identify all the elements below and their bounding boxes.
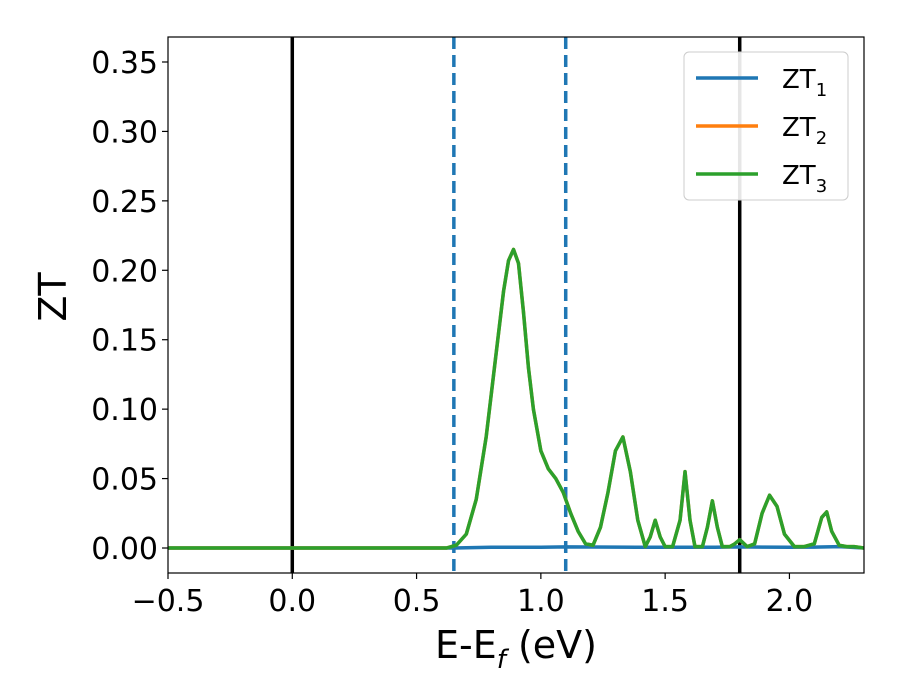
y-tick-label: 0.30 — [91, 115, 158, 150]
x-tick-label: 2.0 — [766, 584, 814, 619]
x-axis-title: E-Ef (eV) — [435, 623, 597, 675]
legend-label-2: ZT2 — [782, 113, 827, 149]
legend-label-1: ZT1 — [782, 65, 827, 101]
x-tick-label: 0.0 — [268, 584, 316, 619]
y-tick-label: 0.00 — [91, 532, 158, 567]
x-tick-label: 1.0 — [517, 584, 565, 619]
legend: ZT1 ZT2 ZT3 — [683, 51, 849, 201]
x-axis-title-unit: (eV) — [506, 623, 597, 667]
y-axis-title: ZT — [31, 272, 75, 322]
y-tick-label: 0.20 — [91, 254, 158, 289]
x-tick-label: 1.5 — [641, 584, 689, 619]
legend-label-3: ZT3 — [782, 161, 827, 197]
y-tick-label: 0.05 — [91, 463, 158, 498]
series-layer — [168, 247, 864, 550]
series-line-3 — [168, 247, 864, 550]
y-tick-label: 0.35 — [91, 46, 158, 81]
legend-box — [683, 51, 849, 201]
y-tick-label: 0.10 — [91, 393, 158, 428]
x-tick-label: −0.5 — [132, 584, 205, 619]
x-tick-label: 0.5 — [393, 584, 441, 619]
y-tick-label: 0.25 — [91, 185, 158, 220]
y-tick-label: 0.15 — [91, 324, 158, 359]
plot-frame — [167, 36, 865, 574]
x-axis: −0.5 0.0 0.5 1.0 1.5 2.0 — [132, 573, 814, 619]
x-axis-title-main: E-E — [435, 623, 497, 667]
y-axis: 0.00 0.05 0.10 0.15 0.20 0.25 0.30 0.35 — [91, 46, 168, 567]
